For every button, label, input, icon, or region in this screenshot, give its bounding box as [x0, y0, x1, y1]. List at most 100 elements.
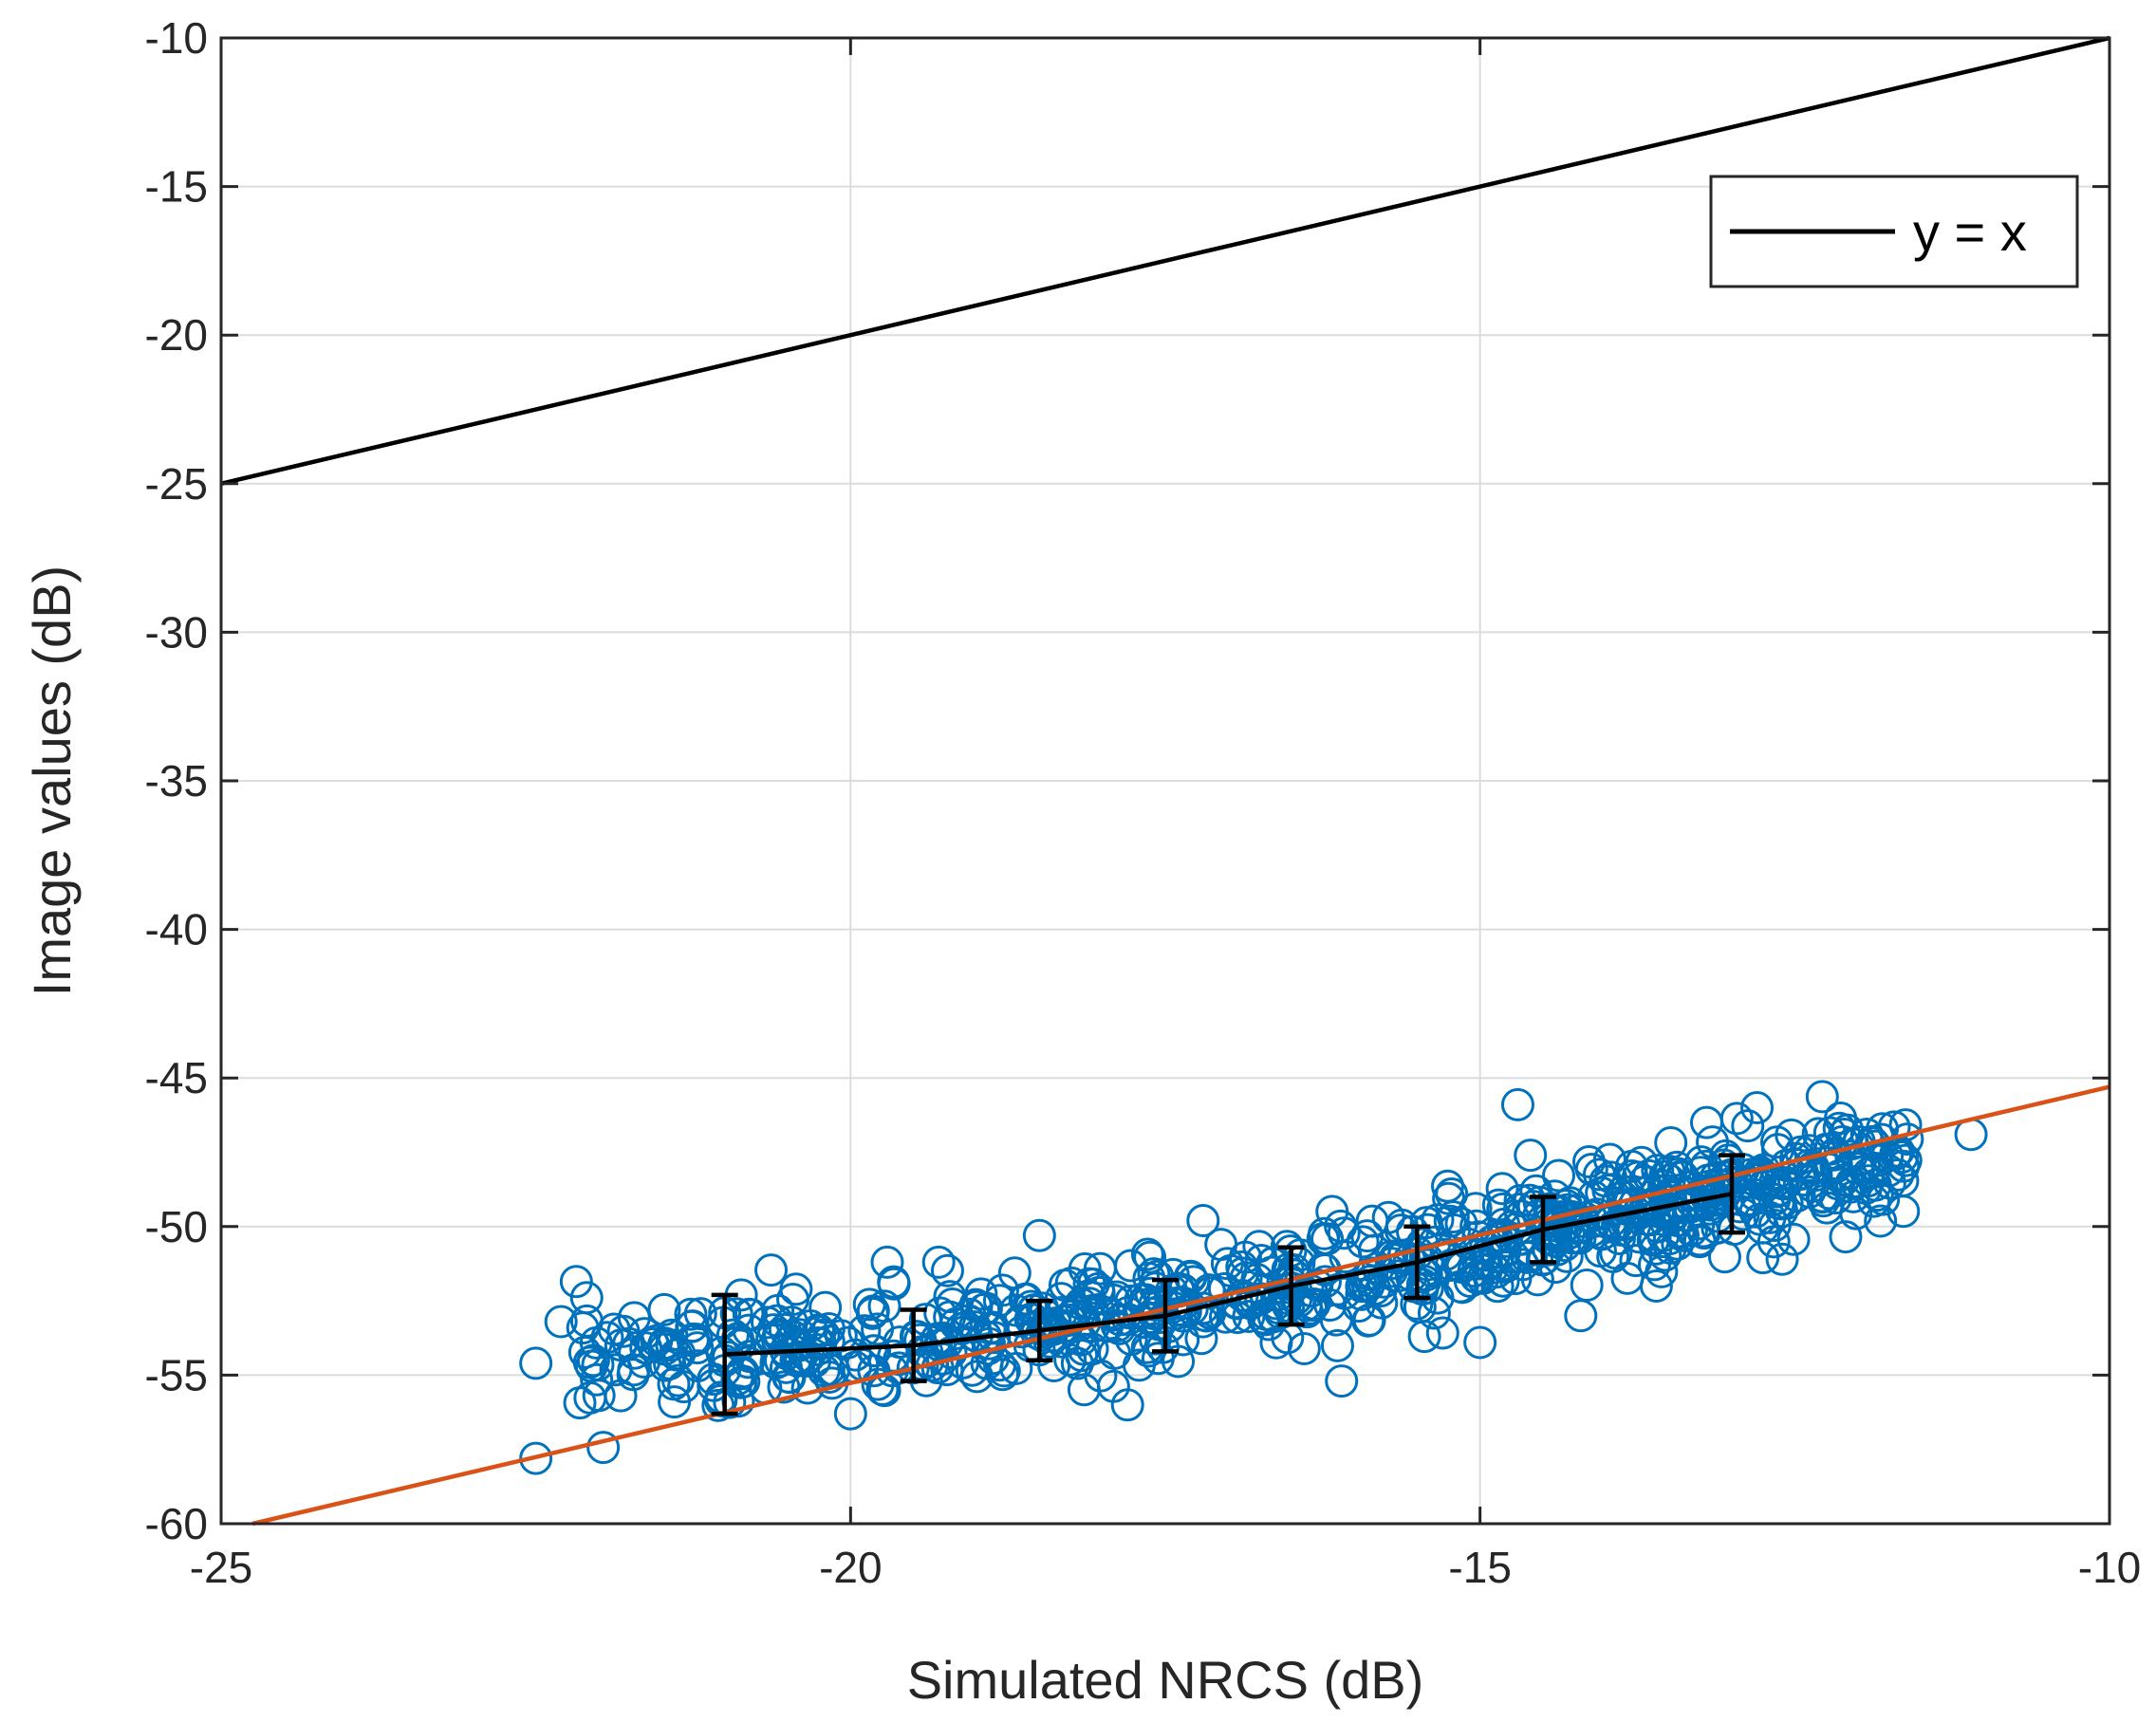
scatter-point	[1619, 1244, 1653, 1278]
scatter-point	[921, 1245, 956, 1279]
y-tick-label: -15	[145, 162, 208, 212]
scatter-point	[1346, 1225, 1380, 1259]
scatter-point	[1552, 1186, 1587, 1220]
scatter-point	[1486, 1192, 1520, 1226]
y-tick-label: -10	[145, 13, 208, 63]
scatter-point	[1696, 1125, 1730, 1159]
scatter-point	[1663, 1215, 1698, 1250]
scatter-point	[808, 1290, 843, 1324]
scatter-point	[586, 1431, 621, 1465]
scatter-point	[574, 1349, 608, 1383]
scatter-point	[658, 1385, 692, 1419]
scatter-point	[1325, 1364, 1359, 1398]
scatter-point	[870, 1245, 904, 1279]
scatter-point	[1538, 1250, 1572, 1285]
scatter-point	[1641, 1185, 1675, 1219]
scatter-point	[1445, 1270, 1479, 1305]
x-axis-title: Simulated NRCS (dB)	[907, 1650, 1424, 1710]
scatter-point	[1403, 1290, 1437, 1324]
ticks	[219, 36, 2111, 1526]
scatter-point	[716, 1318, 750, 1352]
scatter-point	[657, 1367, 691, 1401]
scatter-point	[604, 1379, 638, 1413]
scatter-point	[934, 1336, 968, 1370]
x-tick-label: -10	[2078, 1543, 2141, 1592]
scatter-point	[1130, 1237, 1164, 1271]
scatter-point	[1589, 1164, 1623, 1198]
scatter-point	[1886, 1194, 1921, 1229]
scatter-point	[1888, 1143, 1923, 1177]
scatter-point	[1435, 1176, 1469, 1211]
scatter-point	[677, 1322, 711, 1356]
scatter-point	[1638, 1221, 1672, 1255]
scatter-point	[1841, 1152, 1875, 1186]
scatter-point	[1294, 1291, 1329, 1325]
scatter-point	[833, 1397, 867, 1431]
y-tick-label: -55	[145, 1350, 208, 1399]
scatter-point	[1765, 1242, 1799, 1276]
scatter-point	[1220, 1301, 1255, 1335]
scatter-point	[579, 1325, 613, 1360]
y-tick-label: -60	[145, 1499, 208, 1548]
scatter-point	[1831, 1113, 1865, 1147]
scatter-point	[1357, 1233, 1391, 1268]
scatter-point	[987, 1354, 1021, 1388]
scatter-point	[519, 1441, 553, 1475]
legend-entry-label: y = x	[1913, 202, 2027, 262]
tick-labels: -25 -20 -15 -10 -10 -15 -20 -25 -30 -35 -40 -45 -50 -…	[145, 13, 2142, 1592]
x-tick-label: -20	[819, 1543, 882, 1592]
scatter-point	[1425, 1316, 1459, 1350]
scatter-point	[519, 1346, 553, 1380]
scatter-point	[1829, 1220, 1863, 1254]
scatter-point	[767, 1370, 801, 1404]
scatter-point	[612, 1326, 646, 1361]
scatter-point	[1745, 1211, 1779, 1245]
scatter-point	[563, 1386, 597, 1420]
scatter-point	[1463, 1325, 1497, 1360]
y-tick-label: -45	[145, 1053, 208, 1102]
scatter-point	[1740, 1091, 1775, 1125]
scatter-point	[734, 1298, 769, 1332]
scatter-point	[936, 1287, 970, 1322]
scatter-point	[629, 1331, 663, 1365]
scatter-point	[1888, 1108, 1923, 1142]
scatter-point	[675, 1309, 709, 1343]
scatter-point	[1084, 1359, 1118, 1393]
scatter-point	[908, 1303, 942, 1337]
scatter-point	[1514, 1139, 1548, 1173]
scatter-point	[1639, 1231, 1673, 1266]
scatter-point	[1229, 1261, 1263, 1295]
scatter-point	[697, 1368, 731, 1402]
scatter-point	[779, 1272, 813, 1306]
scatter-point	[877, 1265, 911, 1299]
scatter-point	[1405, 1272, 1440, 1306]
scatter-point	[1731, 1109, 1765, 1143]
scatter-point	[1110, 1388, 1144, 1422]
scatter-point	[1228, 1240, 1262, 1274]
scatter-point	[1654, 1126, 1688, 1160]
scatter-point	[1485, 1172, 1519, 1206]
scatter-point	[580, 1362, 614, 1397]
y-tick-label: -35	[145, 756, 208, 805]
y-tick-label: -30	[145, 607, 208, 657]
scatter-point	[647, 1292, 681, 1326]
scatter-point	[1480, 1269, 1515, 1304]
scatter-point	[1167, 1287, 1201, 1321]
scatter-point	[544, 1305, 578, 1339]
scatter-point	[903, 1323, 938, 1357]
scatter-point	[1114, 1249, 1148, 1283]
scatter-point	[559, 1265, 593, 1299]
y-axis-title: Image values (dB)	[22, 565, 82, 996]
scatter-point	[661, 1363, 696, 1398]
fit-line	[251, 1084, 2110, 1527]
scatter-point	[1866, 1112, 1900, 1146]
scatter-point	[1459, 1209, 1494, 1243]
scatter-point	[838, 1338, 872, 1372]
legend: y = x	[1709, 175, 2079, 288]
scatter-point	[1350, 1219, 1385, 1253]
scatter-point	[1682, 1207, 1716, 1241]
scatter-point	[1658, 1196, 1692, 1231]
scatter-point	[1481, 1188, 1515, 1222]
scatter-point	[599, 1353, 633, 1387]
